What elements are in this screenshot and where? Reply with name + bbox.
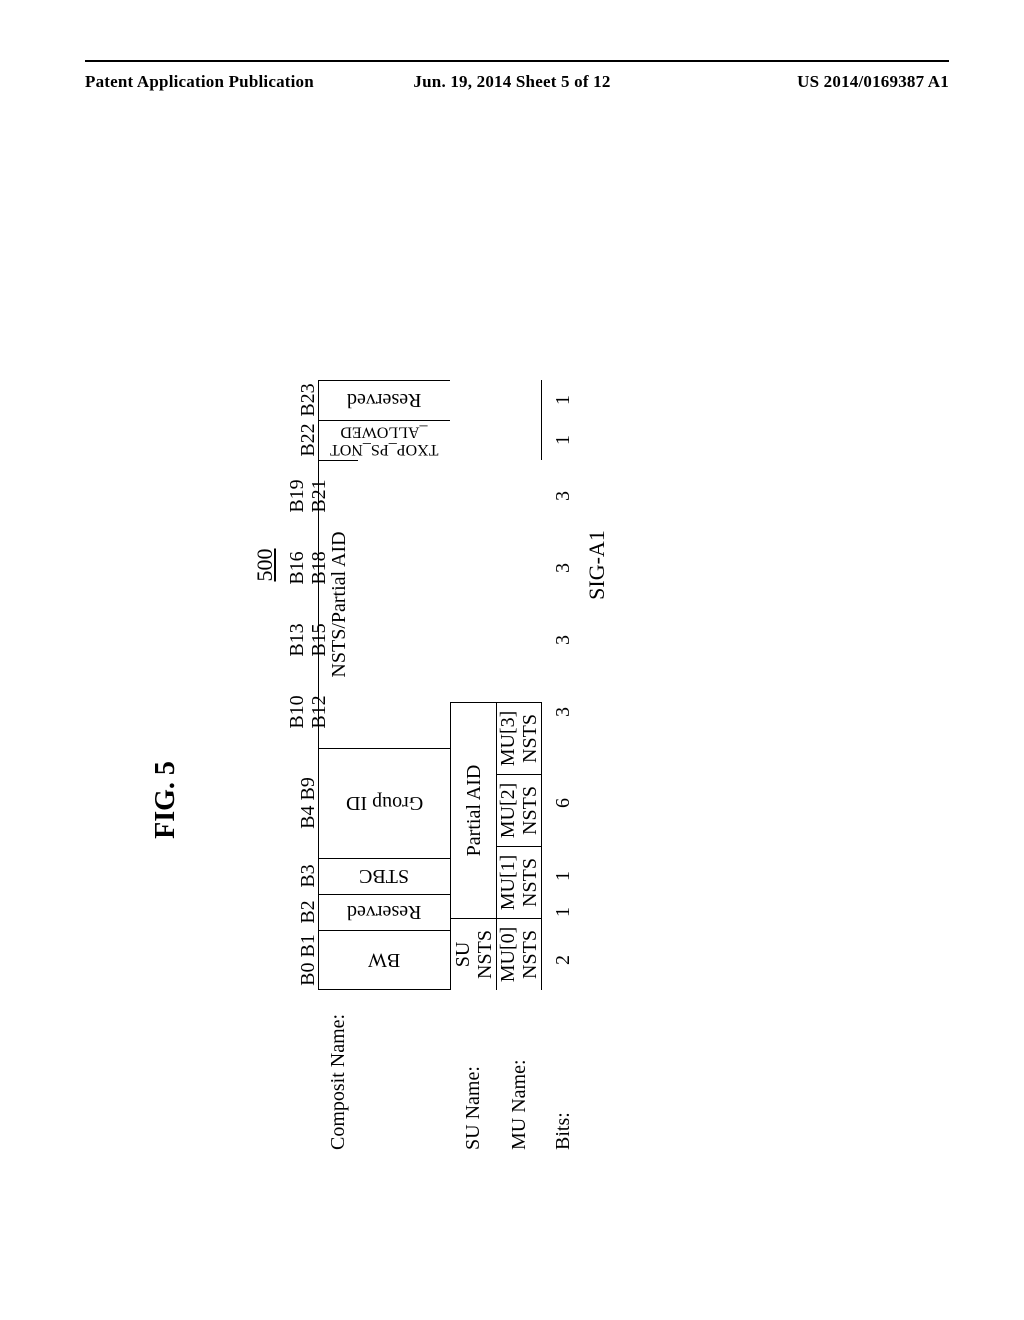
header-center: Jun. 19, 2014 Sheet 5 of 12 [413, 72, 610, 92]
cell-resv1: Reserved [318, 894, 450, 930]
bits-txop: 1 [546, 420, 580, 460]
header-rule [85, 60, 949, 62]
field-resv1: Reserved [347, 902, 421, 924]
bits-resv1: 1 [546, 894, 580, 930]
row-label-su: SU Name: [450, 990, 496, 1150]
row-label-bits: Bits: [546, 990, 580, 1150]
cell-nsts-partial: NSTS/Partial AID [318, 460, 358, 748]
bits-mu0: 3 [546, 676, 580, 748]
cell-mu2: MU[2] NSTS [496, 774, 542, 846]
row-label-composite: Composit Name: [318, 990, 358, 1150]
reference-number: 500 [252, 150, 278, 980]
cell-partial-aid: Partial AID [450, 702, 496, 918]
signal-label: SIG-A1 [584, 150, 610, 980]
bits-mu3: 3 [546, 460, 580, 532]
field-txop: TXOP_PS_NOT _ALLOWED [330, 423, 438, 458]
cell-su-nsts: SU NSTS [450, 918, 496, 990]
cell-resv2: Reserved [318, 380, 450, 420]
cell-gid: Group ID [318, 748, 450, 858]
cell-mu3: MU[3] NSTS [496, 702, 542, 774]
cell-stbc: STBC [318, 858, 450, 894]
cell-mu1: MU[1] NSTS [496, 846, 542, 918]
cell-mu0: MU[0] NSTS [496, 918, 542, 990]
bits-mu2: 3 [546, 532, 580, 604]
header-left: Patent Application Publication [85, 72, 314, 92]
header-right: US 2014/0169387 A1 [797, 72, 949, 92]
bits-row: Bits: 2 1 1 6 3 3 3 3 1 1 [546, 150, 580, 1150]
figure-label: FIG. 5 [150, 450, 182, 1150]
field-partial-aid: Partial AID [463, 765, 485, 857]
field-nsts-partial: NSTS/Partial AID [328, 531, 350, 677]
field-bw: BW [368, 949, 400, 971]
bits-bw: 2 [546, 930, 580, 990]
cell-bw: BW [318, 930, 450, 990]
row-label-mu: MU Name: [496, 990, 542, 1150]
field-gid: Group ID [346, 793, 423, 815]
bits-mu1: 3 [546, 604, 580, 676]
su-row: SU Name: SU NSTS Partial AID [450, 150, 496, 1150]
figure-sheet-rotated: FIG. 5 500 B0 B1 B2 B3 B4 B9 B10 B12 B13… [150, 150, 610, 1150]
bits-gid: 6 [546, 748, 580, 858]
bits-resv2: 1 [546, 380, 580, 420]
mu-row: MU Name: MU[0] NSTS MU[1] NSTS MU[2] NST… [496, 150, 542, 1150]
cell-txop: TXOP_PS_NOT _ALLOWED [318, 420, 450, 460]
field-su-nsts: SU NSTS [452, 921, 496, 988]
bit-header-row: B0 B1 B2 B3 B4 B9 B10 B12 B13 B15 B16 B1… [284, 150, 318, 1150]
composite-row: Composit Name: BW Reserved STBC Group ID… [318, 150, 450, 1150]
field-resv2: Reserved [347, 390, 421, 412]
bits-stbc: 1 [546, 858, 580, 894]
field-stbc: STBC [359, 866, 409, 888]
